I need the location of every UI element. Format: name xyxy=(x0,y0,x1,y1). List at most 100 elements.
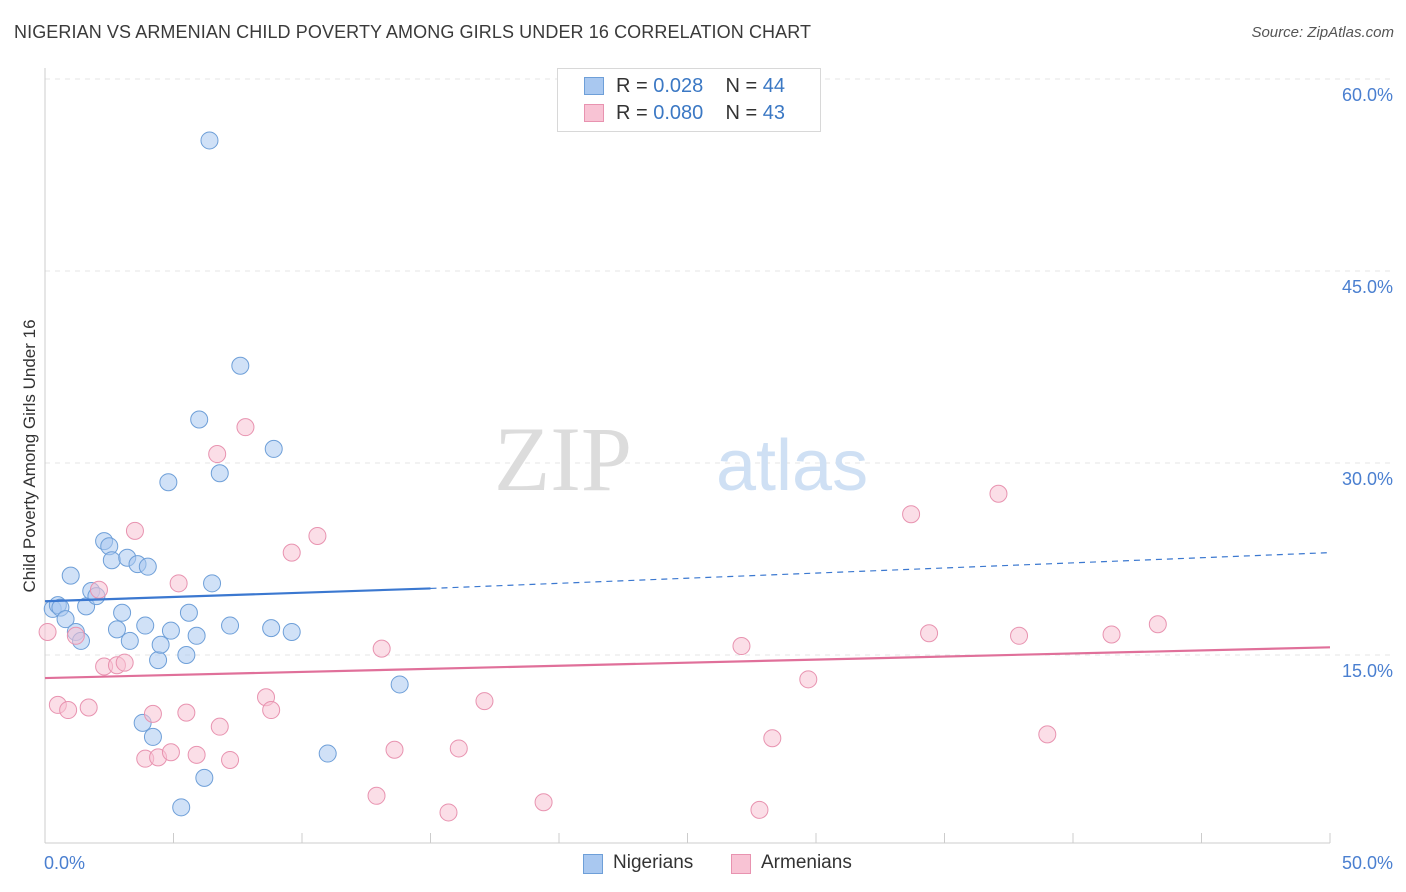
data-point-armenians xyxy=(534,793,553,812)
data-point-armenians xyxy=(1102,625,1121,644)
data-point-nigerians xyxy=(138,557,157,576)
data-point-nigerians xyxy=(190,410,209,429)
data-point-armenians xyxy=(282,543,301,562)
n-value: 43 xyxy=(762,102,786,124)
r-label: R = xyxy=(616,75,654,97)
data-point-armenians xyxy=(79,698,98,717)
legend-label-nigerians: Nigerians xyxy=(613,852,694,873)
data-point-armenians xyxy=(169,574,188,593)
y-tick-label: 60.0% xyxy=(1342,85,1393,105)
chart-title: NIGERIAN VS ARMENIAN CHILD POVERTY AMONG… xyxy=(14,22,812,42)
data-point-armenians xyxy=(799,670,818,689)
data-point-armenians xyxy=(66,626,85,645)
data-point-armenians xyxy=(59,701,78,720)
stats-legend: R = 0.028 N = 44 R = 0.080 N = 43 xyxy=(557,68,821,132)
data-point-nigerians xyxy=(231,356,250,375)
axes xyxy=(44,68,1331,844)
data-point-nigerians xyxy=(102,551,121,570)
data-point-nigerians xyxy=(179,603,198,622)
data-point-nigerians xyxy=(282,622,301,641)
data-point-armenians xyxy=(177,703,196,722)
data-point-nigerians xyxy=(172,798,191,817)
data-point-armenians xyxy=(372,639,391,658)
data-point-nigerians xyxy=(318,744,337,763)
watermark-zip: ZIP xyxy=(494,408,632,510)
n-label: N = xyxy=(725,75,763,97)
legend-swatch-nigerians xyxy=(583,854,603,874)
y-tick-label: 30.0% xyxy=(1342,469,1393,489)
y-axis-label: Child Poverty Among Girls Under 16 xyxy=(20,319,39,593)
tick-labels: 15.0% 30.0% 45.0% 60.0% 0.0% 50.0% xyxy=(44,85,1393,873)
trend-line-armenians xyxy=(44,646,1331,680)
n-label: N = xyxy=(725,102,763,124)
data-point-nigerians xyxy=(210,464,229,483)
data-point-armenians xyxy=(125,521,144,540)
data-point-armenians xyxy=(208,445,227,464)
data-point-armenians xyxy=(38,622,57,641)
series-armenians xyxy=(38,418,1167,822)
legend-swatch-armenians xyxy=(584,104,604,122)
r-label: R = xyxy=(616,102,654,124)
data-point-armenians xyxy=(143,704,162,723)
data-point-nigerians xyxy=(195,768,214,787)
data-point-armenians xyxy=(385,740,404,759)
data-point-armenians xyxy=(262,701,281,720)
data-point-armenians xyxy=(221,750,240,769)
legend-swatch-nigerians xyxy=(584,77,604,95)
legend-label-armenians: Armenians xyxy=(761,852,852,873)
data-point-armenians xyxy=(902,505,921,524)
data-point-nigerians xyxy=(177,646,196,664)
data-point-armenians xyxy=(475,692,494,711)
data-point-armenians xyxy=(1038,725,1057,744)
source-label: Source: ZipAtlas.com xyxy=(1251,24,1394,41)
data-point-armenians xyxy=(187,745,206,764)
data-point-armenians xyxy=(920,624,939,643)
data-point-armenians xyxy=(1010,626,1029,645)
data-point-armenians xyxy=(210,717,229,736)
gridlines xyxy=(45,78,1394,656)
data-point-nigerians xyxy=(56,610,75,629)
data-point-nigerians xyxy=(113,603,132,622)
series-legend: Nigerians Armenians xyxy=(0,852,1406,878)
series-nigerians xyxy=(43,131,409,817)
data-point-nigerians xyxy=(390,675,409,694)
data-point-nigerians xyxy=(136,616,155,635)
data-point-armenians xyxy=(161,743,180,762)
data-point-nigerians xyxy=(203,574,222,593)
data-point-nigerians xyxy=(161,621,180,640)
data-point-armenians xyxy=(439,803,458,822)
data-point-armenians xyxy=(763,729,782,748)
data-point-armenians xyxy=(367,786,386,805)
data-point-nigerians xyxy=(107,620,126,639)
data-point-nigerians xyxy=(149,651,168,670)
watermark: ZIP atlas xyxy=(494,408,868,510)
data-point-armenians xyxy=(1148,615,1167,634)
watermark-atlas: atlas xyxy=(716,426,868,506)
data-point-armenians xyxy=(750,800,769,819)
data-point-nigerians xyxy=(120,631,139,650)
data-point-armenians xyxy=(89,580,108,599)
y-tick-label: 45.0% xyxy=(1342,277,1393,297)
trend-line-nigerians xyxy=(44,587,431,603)
n-value: 44 xyxy=(762,75,786,97)
trend-lines xyxy=(44,552,1331,680)
data-point-armenians xyxy=(449,739,468,758)
data-point-nigerians xyxy=(221,616,240,635)
r-value: 0.028 xyxy=(653,75,704,97)
x-tick-label: 50.0% xyxy=(1342,853,1393,873)
legend-swatch-armenians xyxy=(731,854,751,874)
data-point-armenians xyxy=(115,653,134,672)
data-point-nigerians xyxy=(61,566,80,585)
data-point-armenians xyxy=(308,526,327,545)
data-point-nigerians xyxy=(200,131,219,150)
x-tick-label: 0.0% xyxy=(44,853,85,873)
data-point-nigerians xyxy=(187,626,206,645)
data-point-nigerians xyxy=(264,439,283,458)
data-point-nigerians xyxy=(262,619,281,638)
data-point-nigerians xyxy=(151,635,170,654)
data-point-armenians xyxy=(989,484,1008,503)
data-point-armenians xyxy=(236,418,255,437)
data-point-nigerians xyxy=(159,473,178,492)
r-value: 0.080 xyxy=(653,102,704,124)
